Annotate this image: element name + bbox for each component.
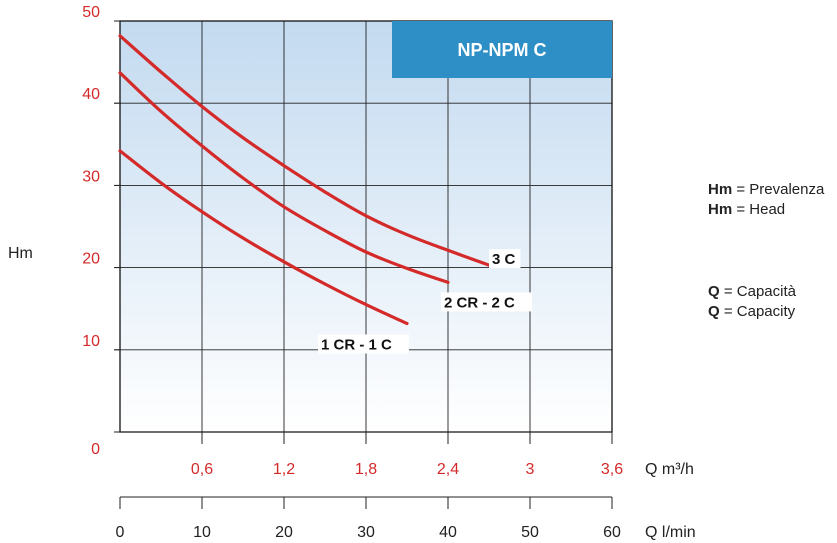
- y-tick-label: 0: [91, 441, 100, 458]
- legend: Hm = Prevalenza Hm = Head: [708, 180, 824, 220]
- x-tick-label-lmin: 10: [193, 524, 211, 541]
- legend-hm-it: Hm = Prevalenza: [708, 181, 825, 198]
- x-tick-label-m3h: 1,2: [273, 461, 295, 478]
- curve-label: 3 C: [492, 251, 516, 268]
- curve-2: [118, 71, 450, 284]
- x-axis-title-m3h: Q m³/h: [645, 461, 694, 478]
- title-box: NP-NPM C: [392, 21, 612, 78]
- x-tick-label-m3h: 3,6: [601, 461, 623, 478]
- x-tick-label-lmin: 30: [357, 524, 375, 541]
- y-tick-label: 40: [82, 86, 100, 103]
- legend-hm-en: Hm = Head: [708, 201, 786, 218]
- curve-label-bg: [318, 334, 409, 354]
- y-axis-title: Hm: [8, 245, 33, 262]
- curve-label: 2 CR - 2 C: [444, 294, 515, 311]
- y-tick-label: 30: [82, 168, 100, 185]
- x-axis-title-lmin: Q l/min: [645, 524, 696, 541]
- y-tick-label: 10: [82, 333, 100, 350]
- x-axis-lmin: 0 10 20 30 40 50 60: [116, 496, 621, 541]
- y-tick-label: 50: [82, 4, 100, 21]
- x-tick-label-lmin: 40: [439, 524, 457, 541]
- x-tick-label-lmin: 60: [603, 524, 621, 541]
- y-tick-label: 20: [82, 251, 100, 268]
- x-tick-label-lmin: 50: [521, 524, 539, 541]
- curve-label-bg: [489, 249, 521, 269]
- curve-label: 1 CR - 1 C: [321, 336, 392, 353]
- x-tick-label-lmin: 20: [275, 524, 293, 541]
- chart-title: NP-NPM C: [458, 40, 547, 60]
- x-tick-label-m3h: 0,6: [191, 461, 213, 478]
- x-tick-label-m3h: 2,4: [437, 461, 459, 478]
- curves: [118, 34, 491, 326]
- curve-3: [118, 149, 409, 326]
- y-axis-ticks: 0 10 20 30 40 50: [82, 4, 120, 458]
- x-tick-label-m3h: 1,8: [355, 461, 377, 478]
- curve-label-bg: [441, 292, 532, 312]
- curve-labels: 3 C 2 CR - 2 C 1 CR - 1 C: [318, 249, 532, 354]
- x-axis-m3h: 0,6 1,2 1,8 2,4 3 3,6: [120, 431, 623, 478]
- x-tick-label-lmin: 0: [116, 524, 125, 541]
- legend-q-it: Q = Capacità: [708, 283, 796, 300]
- legend-q-en: Q = Capacity: [708, 303, 796, 320]
- legend-q: Q = Capacità Q = Capacity: [708, 282, 796, 322]
- curve-1: [118, 34, 491, 267]
- x-tick-label-m3h: 3: [526, 461, 535, 478]
